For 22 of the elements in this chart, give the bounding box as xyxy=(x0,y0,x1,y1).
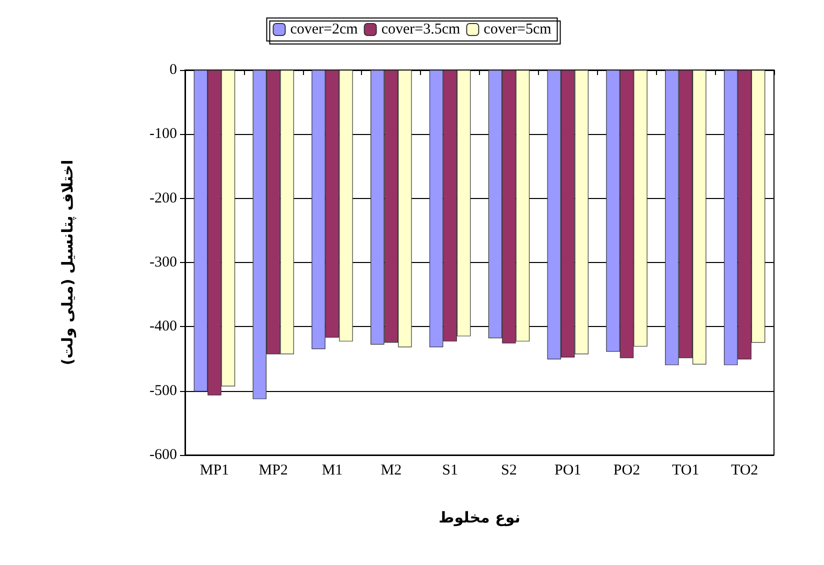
y-tick-label: -300 xyxy=(150,254,177,270)
x-tick-label: PO1 xyxy=(554,462,582,478)
x-tick-label: TO1 xyxy=(672,462,700,478)
x-tick-label: S1 xyxy=(442,462,458,478)
legend-label: cover=5cm xyxy=(484,22,552,38)
x-tick-label: MP2 xyxy=(258,462,288,478)
y-tick-label: -200 xyxy=(150,190,177,206)
y-tick-label: 0 xyxy=(170,62,177,78)
legend-label: cover=3.5cm xyxy=(381,22,461,38)
y-tick-label: -100 xyxy=(150,126,177,142)
x-tick-label: M2 xyxy=(380,462,402,478)
x-axis-title: نوع مخلوط xyxy=(438,508,520,526)
x-tick-label: S2 xyxy=(501,462,517,478)
x-tick-label: PO2 xyxy=(613,462,640,478)
y-tick-label: -400 xyxy=(150,318,177,335)
y-tick-label: -600 xyxy=(150,447,177,463)
legend-label: cover=2cm xyxy=(290,22,358,38)
y-axis-title: اختلاف پتانسیل (میلی ولت) xyxy=(58,160,76,366)
x-tick-label: MP1 xyxy=(200,462,230,478)
x-tick-label: TO2 xyxy=(730,462,758,478)
x-tick-label: M1 xyxy=(322,462,343,478)
y-tick-label: -500 xyxy=(150,382,177,399)
